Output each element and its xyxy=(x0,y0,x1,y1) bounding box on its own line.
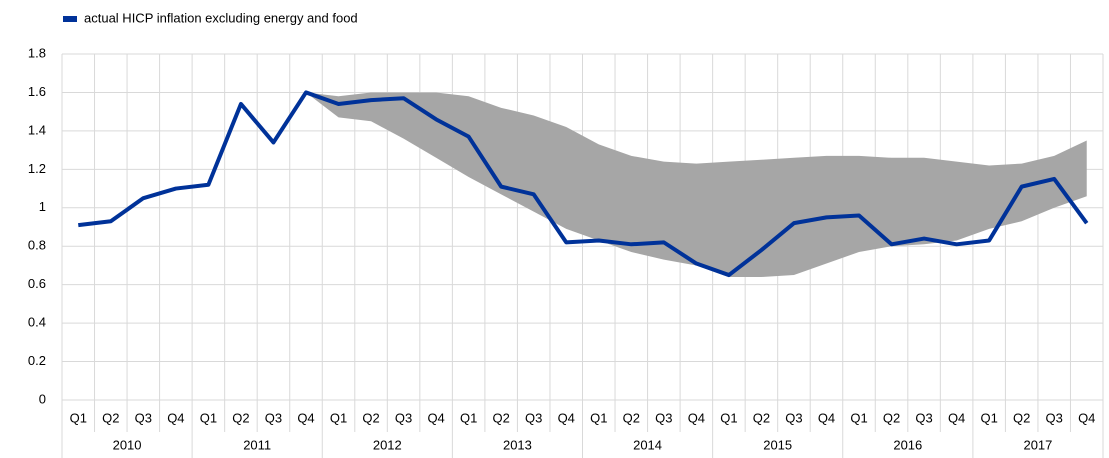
x-tick-label: Q3 xyxy=(1046,410,1063,425)
y-tick-label: 0.8 xyxy=(28,238,46,253)
y-tick-label: 1 xyxy=(39,199,46,214)
x-tick-label: Q1 xyxy=(330,410,347,425)
year-label: 2016 xyxy=(893,437,922,452)
x-tick-label: Q2 xyxy=(1013,410,1030,425)
x-tick-label: Q3 xyxy=(915,410,932,425)
year-label: 2014 xyxy=(633,437,662,452)
x-tick-label: Q3 xyxy=(135,410,152,425)
x-tick-label: Q1 xyxy=(720,410,737,425)
x-tick-label: Q1 xyxy=(590,410,607,425)
x-tick-label: Q2 xyxy=(623,410,640,425)
year-label: 2015 xyxy=(763,437,792,452)
x-tick-label: Q3 xyxy=(655,410,672,425)
x-tick-label: Q3 xyxy=(395,410,412,425)
x-tick-label: Q2 xyxy=(362,410,379,425)
year-label: 2012 xyxy=(373,437,402,452)
x-tick-label: Q2 xyxy=(102,410,119,425)
year-label: 2013 xyxy=(503,437,532,452)
x-tick-label: Q3 xyxy=(785,410,802,425)
x-tick-label: Q1 xyxy=(70,410,87,425)
x-tick-label: Q2 xyxy=(883,410,900,425)
x-tick-label: Q3 xyxy=(265,410,282,425)
x-tick-label: Q4 xyxy=(818,410,835,425)
x-tick-label: Q4 xyxy=(427,410,444,425)
year-label: 2010 xyxy=(113,437,142,452)
x-tick-label: Q4 xyxy=(167,410,184,425)
x-tick-label: Q1 xyxy=(850,410,867,425)
y-tick-label: 0.2 xyxy=(28,353,46,368)
x-tick-label: Q1 xyxy=(460,410,477,425)
legend-swatch xyxy=(63,16,77,22)
x-tick-label: Q4 xyxy=(948,410,965,425)
year-label: 2011 xyxy=(243,437,271,452)
x-tick-label: Q4 xyxy=(1078,410,1095,425)
x-tick-label: Q2 xyxy=(753,410,770,425)
line xyxy=(78,90,1089,278)
x-tick-label: Q4 xyxy=(688,410,705,425)
x-tick-label: Q2 xyxy=(493,410,510,425)
y-tick-label: 0 xyxy=(39,391,46,406)
y-tick-label: 0.4 xyxy=(28,315,46,330)
y-tick-label: 1.8 xyxy=(28,45,46,60)
range-band xyxy=(305,92,1087,277)
x-tick-label: Q3 xyxy=(525,410,542,425)
legend-label: actual HICP inflation excluding energy a… xyxy=(84,10,358,25)
x-tick-label: Q2 xyxy=(232,410,249,425)
y-tick-label: 1.6 xyxy=(28,84,46,99)
year-label: 2017 xyxy=(1023,437,1052,452)
x-tick-label: Q1 xyxy=(980,410,997,425)
y-tick-label: 1.2 xyxy=(28,161,46,176)
y-tick-label: 0.6 xyxy=(28,276,46,291)
x-tick-label: Q4 xyxy=(297,410,314,425)
x-tick-label: Q1 xyxy=(200,410,217,425)
x-tick-label: Q4 xyxy=(558,410,575,425)
y-tick-label: 1.4 xyxy=(28,122,46,137)
